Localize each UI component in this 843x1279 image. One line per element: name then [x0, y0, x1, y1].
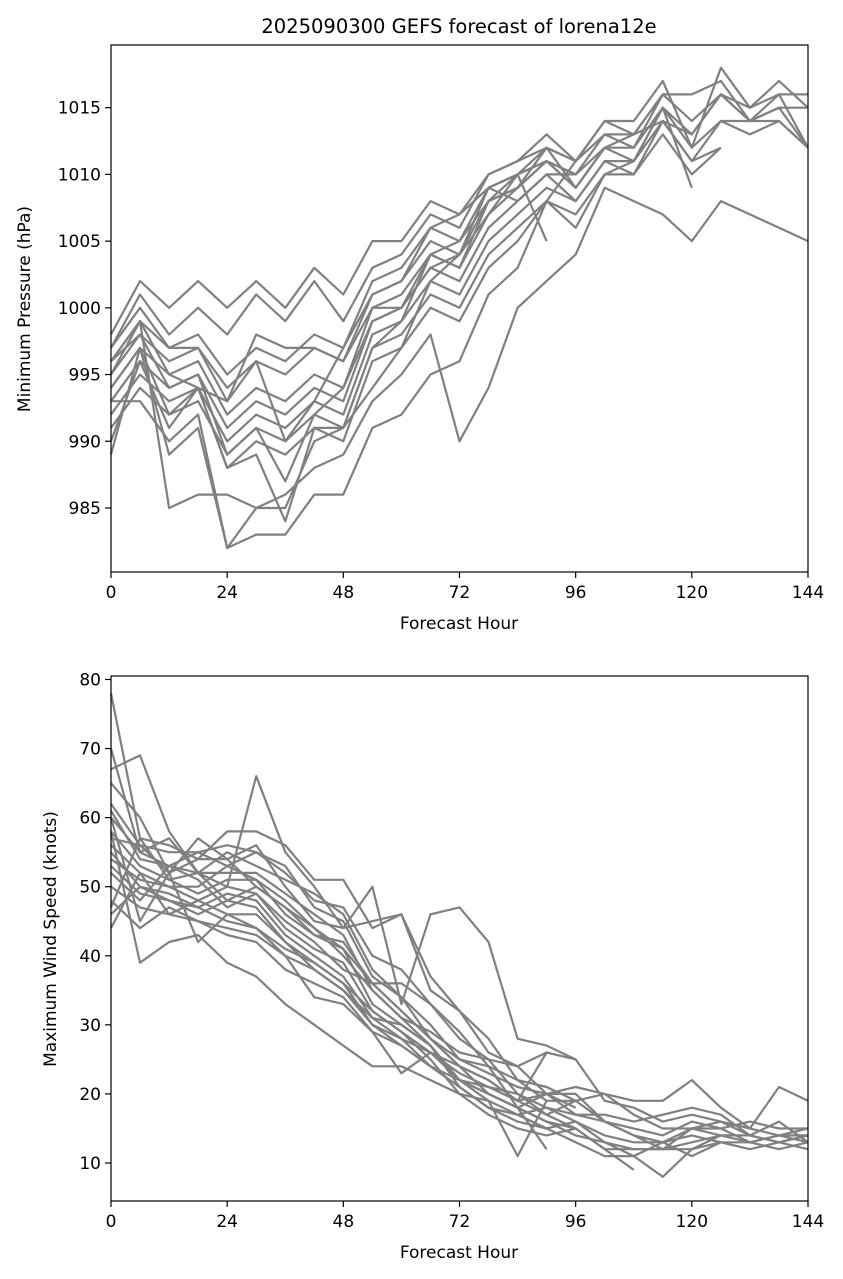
pressure-x-tick-label: 144 [792, 583, 824, 603]
wind-series-line-9 [110, 851, 722, 1158]
wind-x-tick-label: 72 [449, 1212, 471, 1232]
pressure-series-line-11 [110, 186, 809, 510]
pressure-series-line-13 [110, 160, 577, 403]
wind-series-line-16 [109, 831, 548, 1158]
pressure-series-line-10 [109, 160, 577, 550]
wind-y-axis-label: Maximum Wind Speed (knots) [41, 811, 61, 1067]
pressure-series-line-16 [110, 119, 722, 443]
pressure-x-tick-label: 120 [676, 583, 708, 603]
pressure-y-tick-label: 1000 [58, 299, 101, 319]
pressure-y-tick-label: 1015 [58, 99, 101, 119]
pressure-y-tick-label: 985 [69, 499, 101, 519]
wind-x-axis-label: Forecast Hour [400, 1243, 518, 1263]
chart-title: 2025090300 GEFS forecast of lorena12e [261, 15, 656, 38]
wind-y-tick-label: 70 [79, 740, 101, 760]
pressure-x-tick-label: 96 [565, 583, 587, 603]
wind-y-tick-label: 60 [79, 809, 101, 829]
pressure-y-tick-label: 990 [69, 432, 101, 452]
pressure-y-axis-label: Minimum Pressure (hPa) [15, 206, 35, 412]
wind-x-tick-label: 48 [333, 1212, 355, 1232]
pressure-x-tick-label: 0 [106, 583, 117, 603]
wind-x-tick-label: 0 [106, 1212, 117, 1232]
pressure-y-ticks: 985 990 995 1000 1005 1010 1015 [58, 99, 111, 519]
wind-y-tick-label: 80 [79, 670, 101, 690]
wind-series-line-18 [110, 858, 577, 1102]
pressure-series-line-15 [110, 93, 664, 483]
wind-y-tick-label: 20 [79, 1085, 101, 1105]
wind-series-line-21 [109, 837, 808, 1144]
pressure-y-tick-label: 1010 [58, 165, 101, 185]
wind-x-tick-label: 96 [565, 1212, 587, 1232]
pressure-chart: 2025090300 GEFS forecast of lorena12e 0 2… [15, 15, 824, 634]
pressure-x-tick-label: 72 [449, 583, 471, 603]
wind-series-line-20 [109, 817, 548, 1102]
pressure-series-lines [109, 66, 809, 550]
wind-y-tick-label: 50 [79, 878, 101, 898]
pressure-x-tick-label: 24 [216, 583, 238, 603]
wind-series-line-2 [109, 748, 809, 1144]
pressure-series-line-7 [110, 93, 809, 443]
pressure-x-tick-label: 48 [333, 583, 355, 603]
wind-chart: 0 24 48 72 96 120 144 10 20 30 40 50 60 70 80 Forecas… [41, 670, 824, 1263]
wind-x-ticks: 0 24 48 72 96 120 144 [106, 1201, 824, 1232]
wind-x-tick-label: 120 [676, 1212, 708, 1232]
wind-x-tick-label: 24 [216, 1212, 238, 1232]
wind-series-lines [109, 693, 809, 1178]
pressure-y-tick-label: 1005 [58, 232, 101, 252]
pressure-series-line-2 [110, 79, 809, 349]
pressure-x-ticks: 0 24 48 72 96 120 144 [106, 572, 824, 603]
wind-y-tick-label: 40 [79, 947, 101, 967]
wind-y-tick-label: 30 [79, 1016, 101, 1036]
wind-series-line-19 [110, 837, 576, 1068]
pressure-x-axis-label: Forecast Hour [400, 614, 518, 634]
wind-y-tick-label: 10 [79, 1154, 101, 1174]
wind-x-tick-label: 144 [792, 1212, 824, 1232]
pressure-y-tick-label: 995 [69, 366, 101, 386]
wind-y-ticks: 10 20 30 40 50 60 70 80 [79, 670, 111, 1174]
